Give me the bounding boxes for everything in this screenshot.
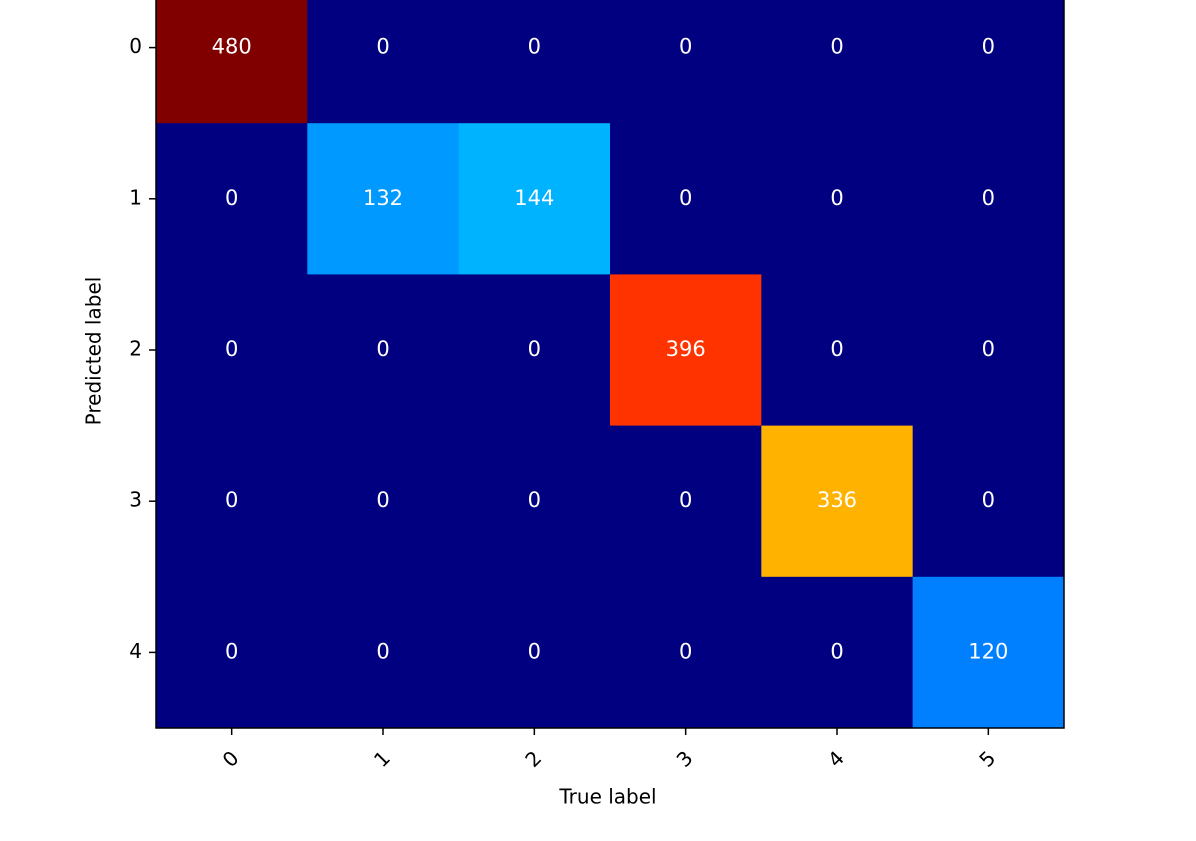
cell-label: 0 [679,186,692,210]
y-axis-label: Predicted label [82,277,106,426]
x-tick-label: 5 [974,746,1000,772]
heatmap-cell [307,0,460,124]
cell-label: 0 [376,639,389,663]
cell-label: 0 [528,337,541,361]
heatmap-cell [307,274,460,427]
heatmap-cell [458,576,611,729]
cell-label: 0 [982,35,995,59]
heatmap-cell [307,425,460,578]
heatmap-cell [912,0,1065,124]
cell-label: 0 [830,639,843,663]
x-tick-label: 2 [520,746,546,772]
cell-label: 144 [514,186,554,210]
cell-label: 0 [376,488,389,512]
heatmap-cell [156,425,308,578]
heatmap-cell [610,425,762,578]
cell-label: 0 [982,186,995,210]
heatmap-cell [761,576,914,729]
heatmap-cell [761,123,914,275]
cell-label: 0 [679,639,692,663]
heatmap-cell [458,425,611,578]
cell-label: 0 [376,337,389,361]
x-tick-label: 0 [218,746,244,772]
heatmap-cell [761,274,914,427]
x-tick-label: 4 [823,746,849,772]
heatmap-cell [156,0,308,124]
heatmap-cell [761,0,914,124]
heatmap-cell [912,274,1065,427]
cell-label: 0 [225,639,238,663]
y-tick-label: 2 [129,337,142,361]
heatmap-cell [610,576,762,729]
cell-label: 480 [212,35,252,59]
cell-label: 0 [982,488,995,512]
heatmap-cell [610,0,762,124]
heatmap-cell [610,274,762,427]
x-axis-label: True label [558,785,656,809]
cell-label: 132 [363,186,403,210]
cell-label: 0 [376,35,389,59]
cell-label: 0 [679,488,692,512]
cell-label: 0 [528,639,541,663]
cell-label: 0 [982,337,995,361]
y-tick-label: 0 [129,34,142,58]
heatmap-cell [156,123,308,275]
cell-label: 336 [817,488,857,512]
heatmap-cell [458,123,611,275]
cell-label: 0 [830,186,843,210]
cell-label: 120 [968,639,1008,663]
cell-label: 0 [528,488,541,512]
heatmap-cell [156,576,308,729]
heatmap-cell [307,576,460,729]
x-tick-label: 1 [369,746,395,772]
y-tick-label: 4 [129,639,142,663]
heatmap-cell [761,425,914,578]
heatmap-cell [610,123,762,275]
cell-label: 0 [830,35,843,59]
cell-label: 0 [679,35,692,59]
heatmap-cell [912,576,1065,729]
heatmap-cell [458,0,611,124]
cell-label: 0 [528,35,541,59]
cell-label: 0 [225,337,238,361]
x-tick-label: 3 [672,746,698,772]
cell-label: 0 [225,186,238,210]
y-tick-label: 1 [129,185,142,209]
heatmap-cell [156,274,308,427]
heatmap-cell [912,425,1065,578]
heatmap-cell [912,123,1065,275]
y-tick-label: 3 [129,488,142,512]
heatmap-cell [307,123,460,275]
cell-label: 396 [666,337,706,361]
heatmap-cell [458,274,611,427]
cell-label: 0 [225,488,238,512]
cell-label: 0 [830,337,843,361]
